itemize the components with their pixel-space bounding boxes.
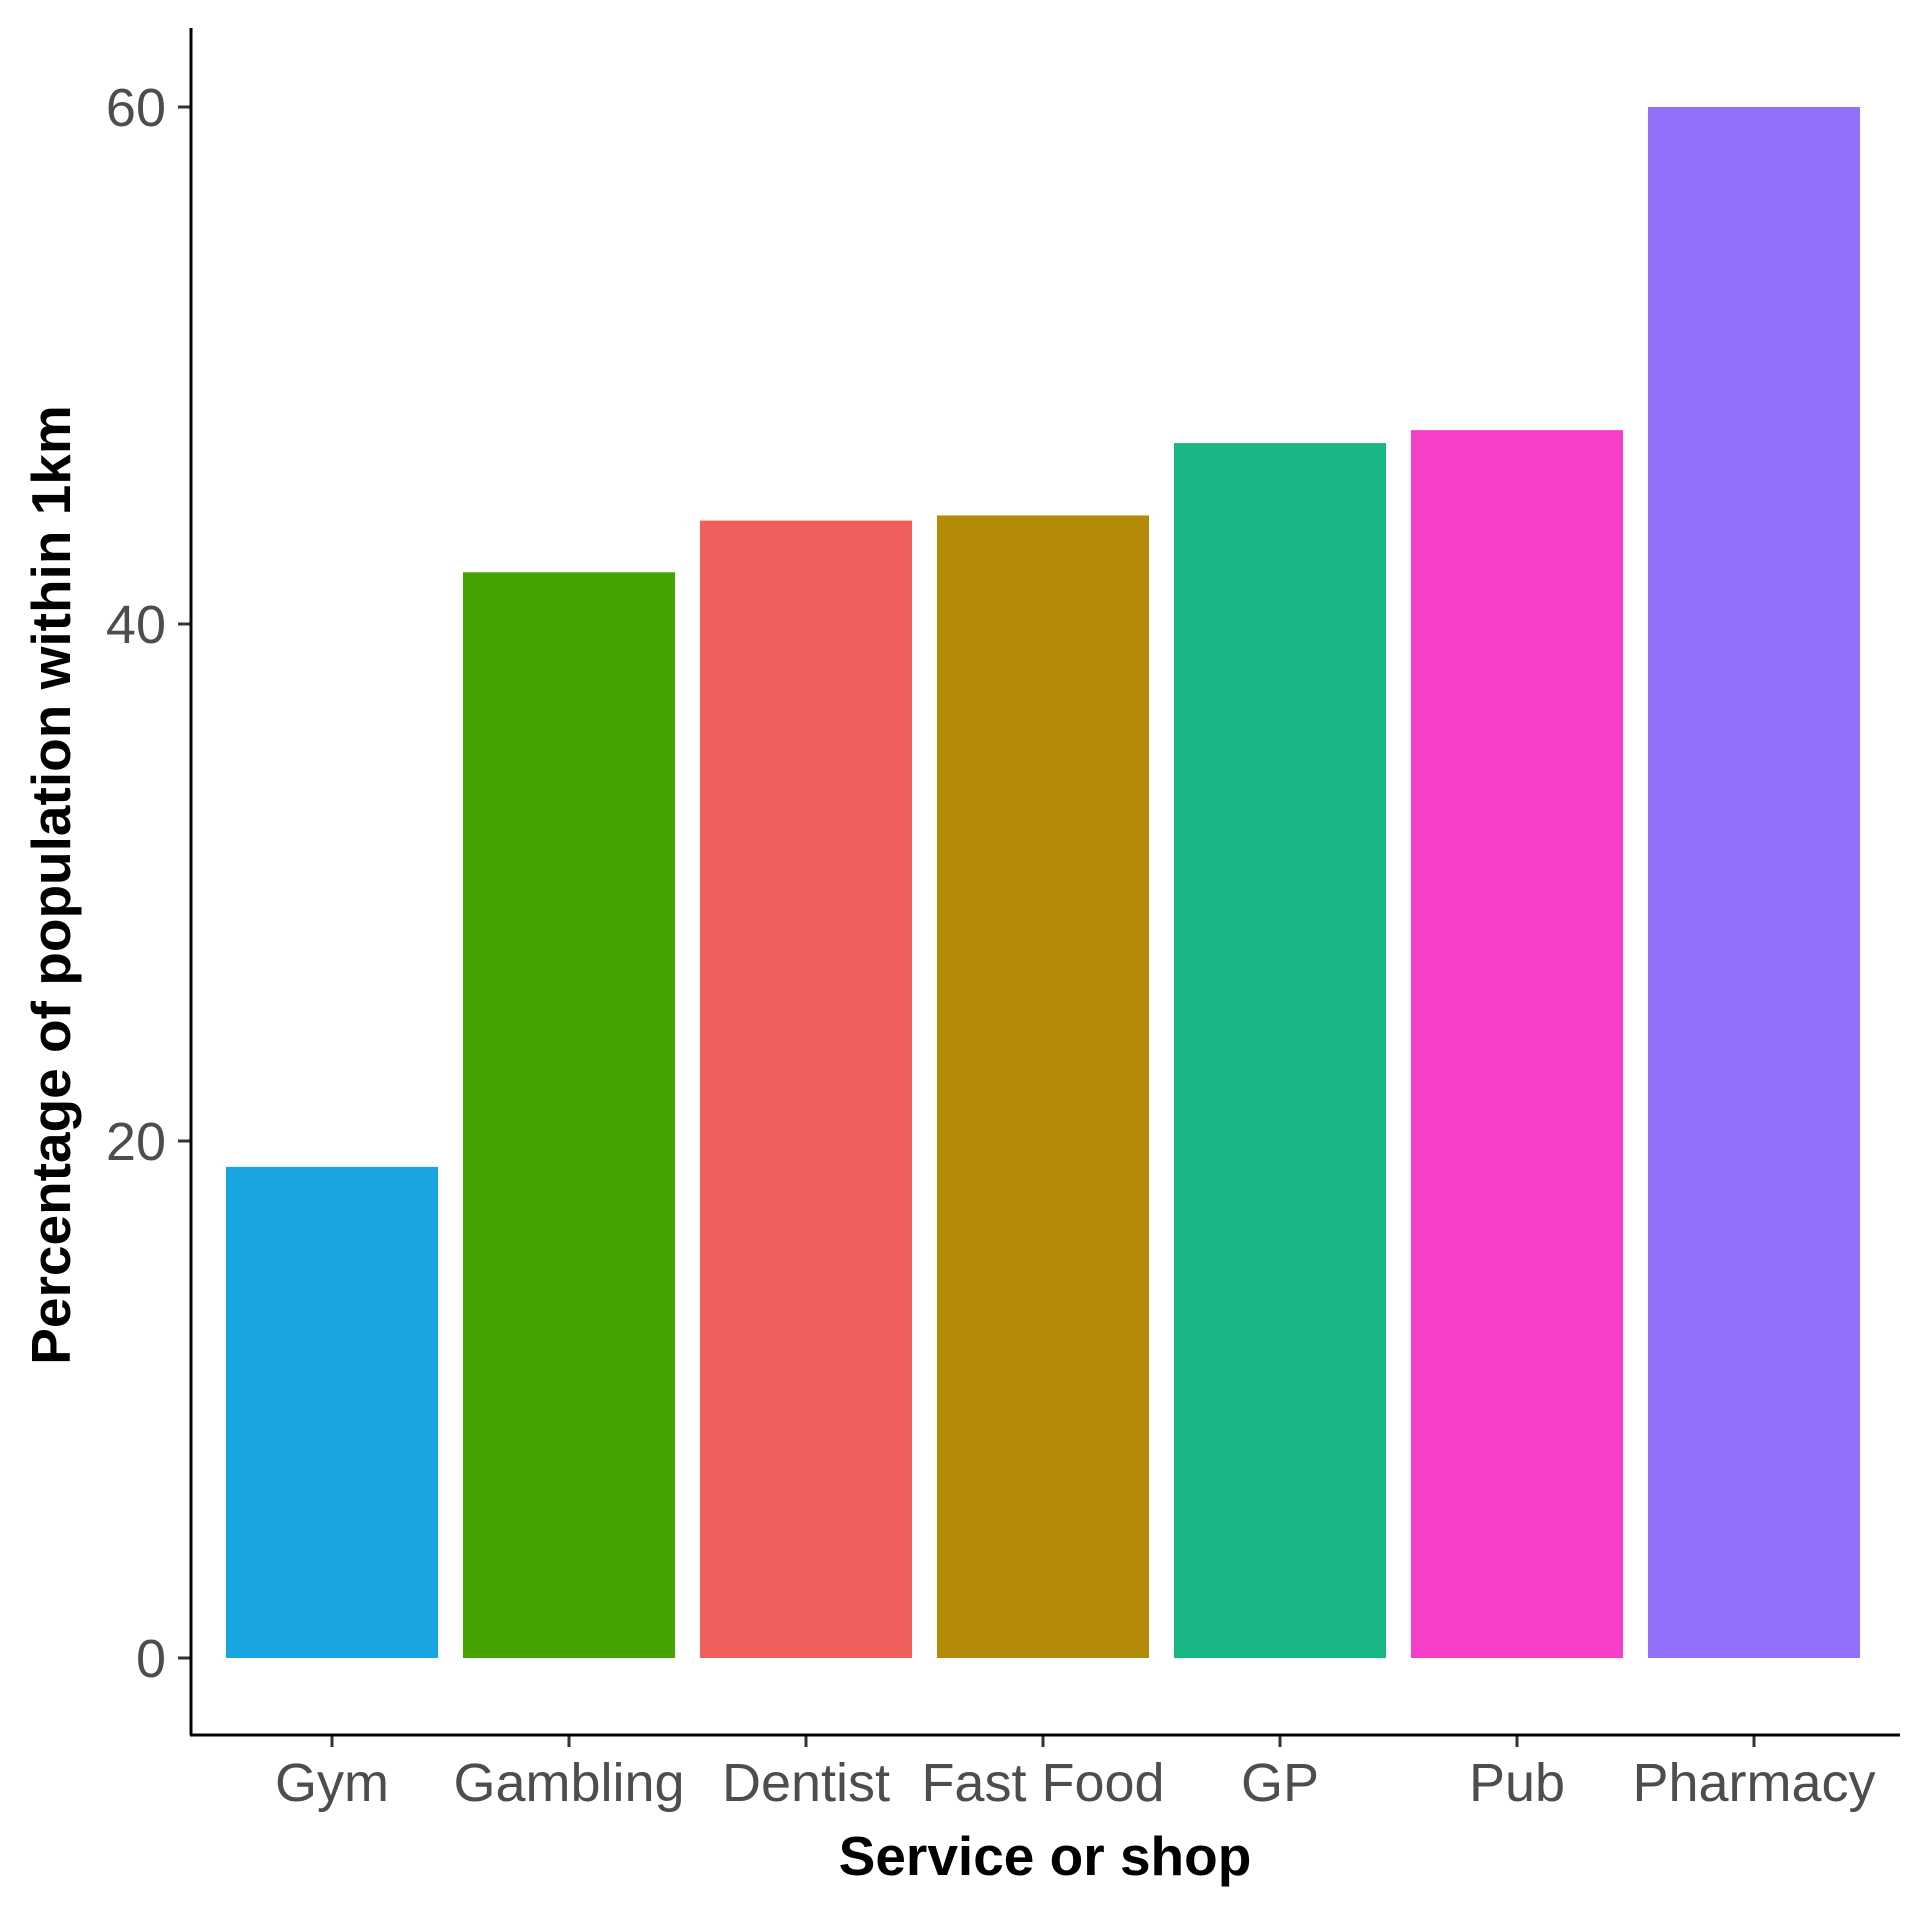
bar-gp	[1174, 443, 1386, 1658]
y-tick-label: 40	[106, 595, 166, 655]
x-axis-ticks: Gym Gambling Dentist Fast Food GP Pub Pharmacy	[275, 1735, 1876, 1813]
y-tick-label: 20	[106, 1112, 166, 1172]
x-tick-label: Dentist	[722, 1753, 890, 1813]
bar-gym	[226, 1166, 438, 1658]
x-tick-label: Pharmacy	[1632, 1753, 1875, 1813]
y-axis-ticks: 0 20 40 60	[106, 78, 191, 1689]
x-axis-title: Service or shop	[839, 1825, 1252, 1887]
x-tick-label: GP	[1241, 1753, 1319, 1813]
bar-dentist	[700, 520, 912, 1658]
y-tick-label: 0	[136, 1629, 166, 1689]
y-axis-title: Percentage of population within 1km	[20, 405, 82, 1365]
bars-group	[226, 107, 1860, 1659]
bar-fast-food	[937, 515, 1149, 1659]
x-tick-label: Gym	[275, 1753, 389, 1813]
bar-pub	[1411, 430, 1623, 1658]
x-tick-label: Fast Food	[921, 1753, 1164, 1813]
x-tick-label: Gambling	[453, 1753, 684, 1813]
bar-gambling	[463, 572, 675, 1658]
bar-pharmacy	[1648, 107, 1860, 1658]
x-tick-label: Pub	[1469, 1753, 1565, 1813]
y-tick-label: 60	[106, 78, 166, 138]
